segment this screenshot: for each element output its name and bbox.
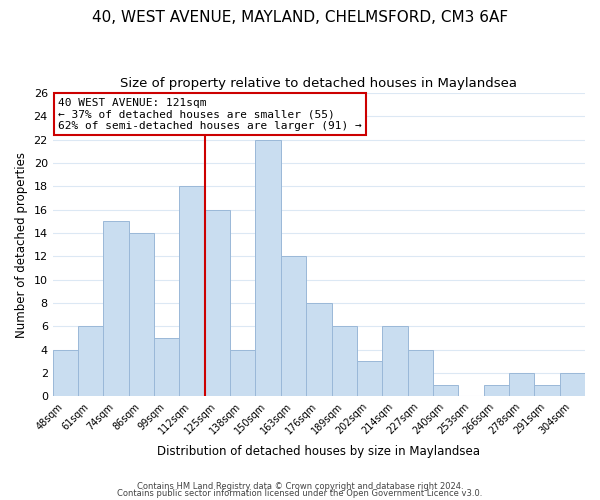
- Bar: [357, 362, 382, 396]
- X-axis label: Distribution of detached houses by size in Maylandsea: Distribution of detached houses by size …: [157, 444, 481, 458]
- Bar: [256, 140, 281, 396]
- Bar: [78, 326, 103, 396]
- Bar: [230, 350, 256, 397]
- Title: Size of property relative to detached houses in Maylandsea: Size of property relative to detached ho…: [121, 78, 517, 90]
- Text: Contains public sector information licensed under the Open Government Licence v3: Contains public sector information licen…: [118, 488, 482, 498]
- Y-axis label: Number of detached properties: Number of detached properties: [15, 152, 28, 338]
- Text: 40, WEST AVENUE, MAYLAND, CHELMSFORD, CM3 6AF: 40, WEST AVENUE, MAYLAND, CHELMSFORD, CM…: [92, 10, 508, 25]
- Bar: [205, 210, 230, 396]
- Bar: [560, 373, 585, 396]
- Bar: [306, 303, 332, 396]
- Bar: [509, 373, 535, 396]
- Bar: [484, 384, 509, 396]
- Bar: [154, 338, 179, 396]
- Bar: [281, 256, 306, 396]
- Text: 40 WEST AVENUE: 121sqm
← 37% of detached houses are smaller (55)
62% of semi-det: 40 WEST AVENUE: 121sqm ← 37% of detached…: [58, 98, 362, 131]
- Bar: [433, 384, 458, 396]
- Text: Contains HM Land Registry data © Crown copyright and database right 2024.: Contains HM Land Registry data © Crown c…: [137, 482, 463, 491]
- Bar: [129, 233, 154, 396]
- Bar: [535, 384, 560, 396]
- Bar: [179, 186, 205, 396]
- Bar: [382, 326, 407, 396]
- Bar: [332, 326, 357, 396]
- Bar: [53, 350, 78, 397]
- Bar: [103, 222, 129, 396]
- Bar: [407, 350, 433, 397]
